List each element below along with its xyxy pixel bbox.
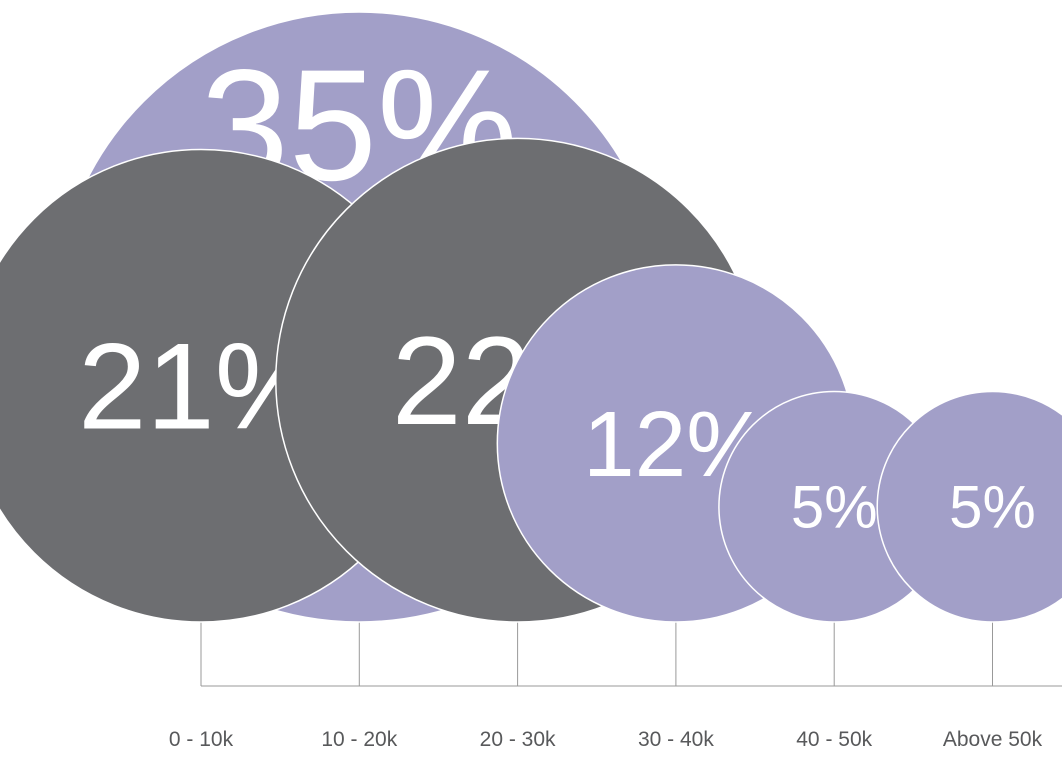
bubble: 5% [876,390,1062,623]
bubble-circle [876,390,1062,623]
stem-lines [200,622,993,686]
x-tick-label: 0 - 10k [169,728,234,751]
x-tick-label: 10 - 20k [321,728,397,751]
x-tick-labels: 0 - 10k 10 - 20k 20 - 30k 30 - 40k 40 - 50k A… [169,728,1043,751]
x-tick-label: 40 - 50k [796,728,872,751]
x-tick-label: Above 50k [943,728,1043,751]
x-tick-label: 20 - 30k [480,728,556,751]
bubble-layer: 35%21%22%12%5%5% [0,11,1062,623]
bubble-value-label: 5% [791,474,878,541]
x-tick-label: 30 - 40k [638,728,714,751]
bubble-value-label: 5% [949,474,1036,541]
